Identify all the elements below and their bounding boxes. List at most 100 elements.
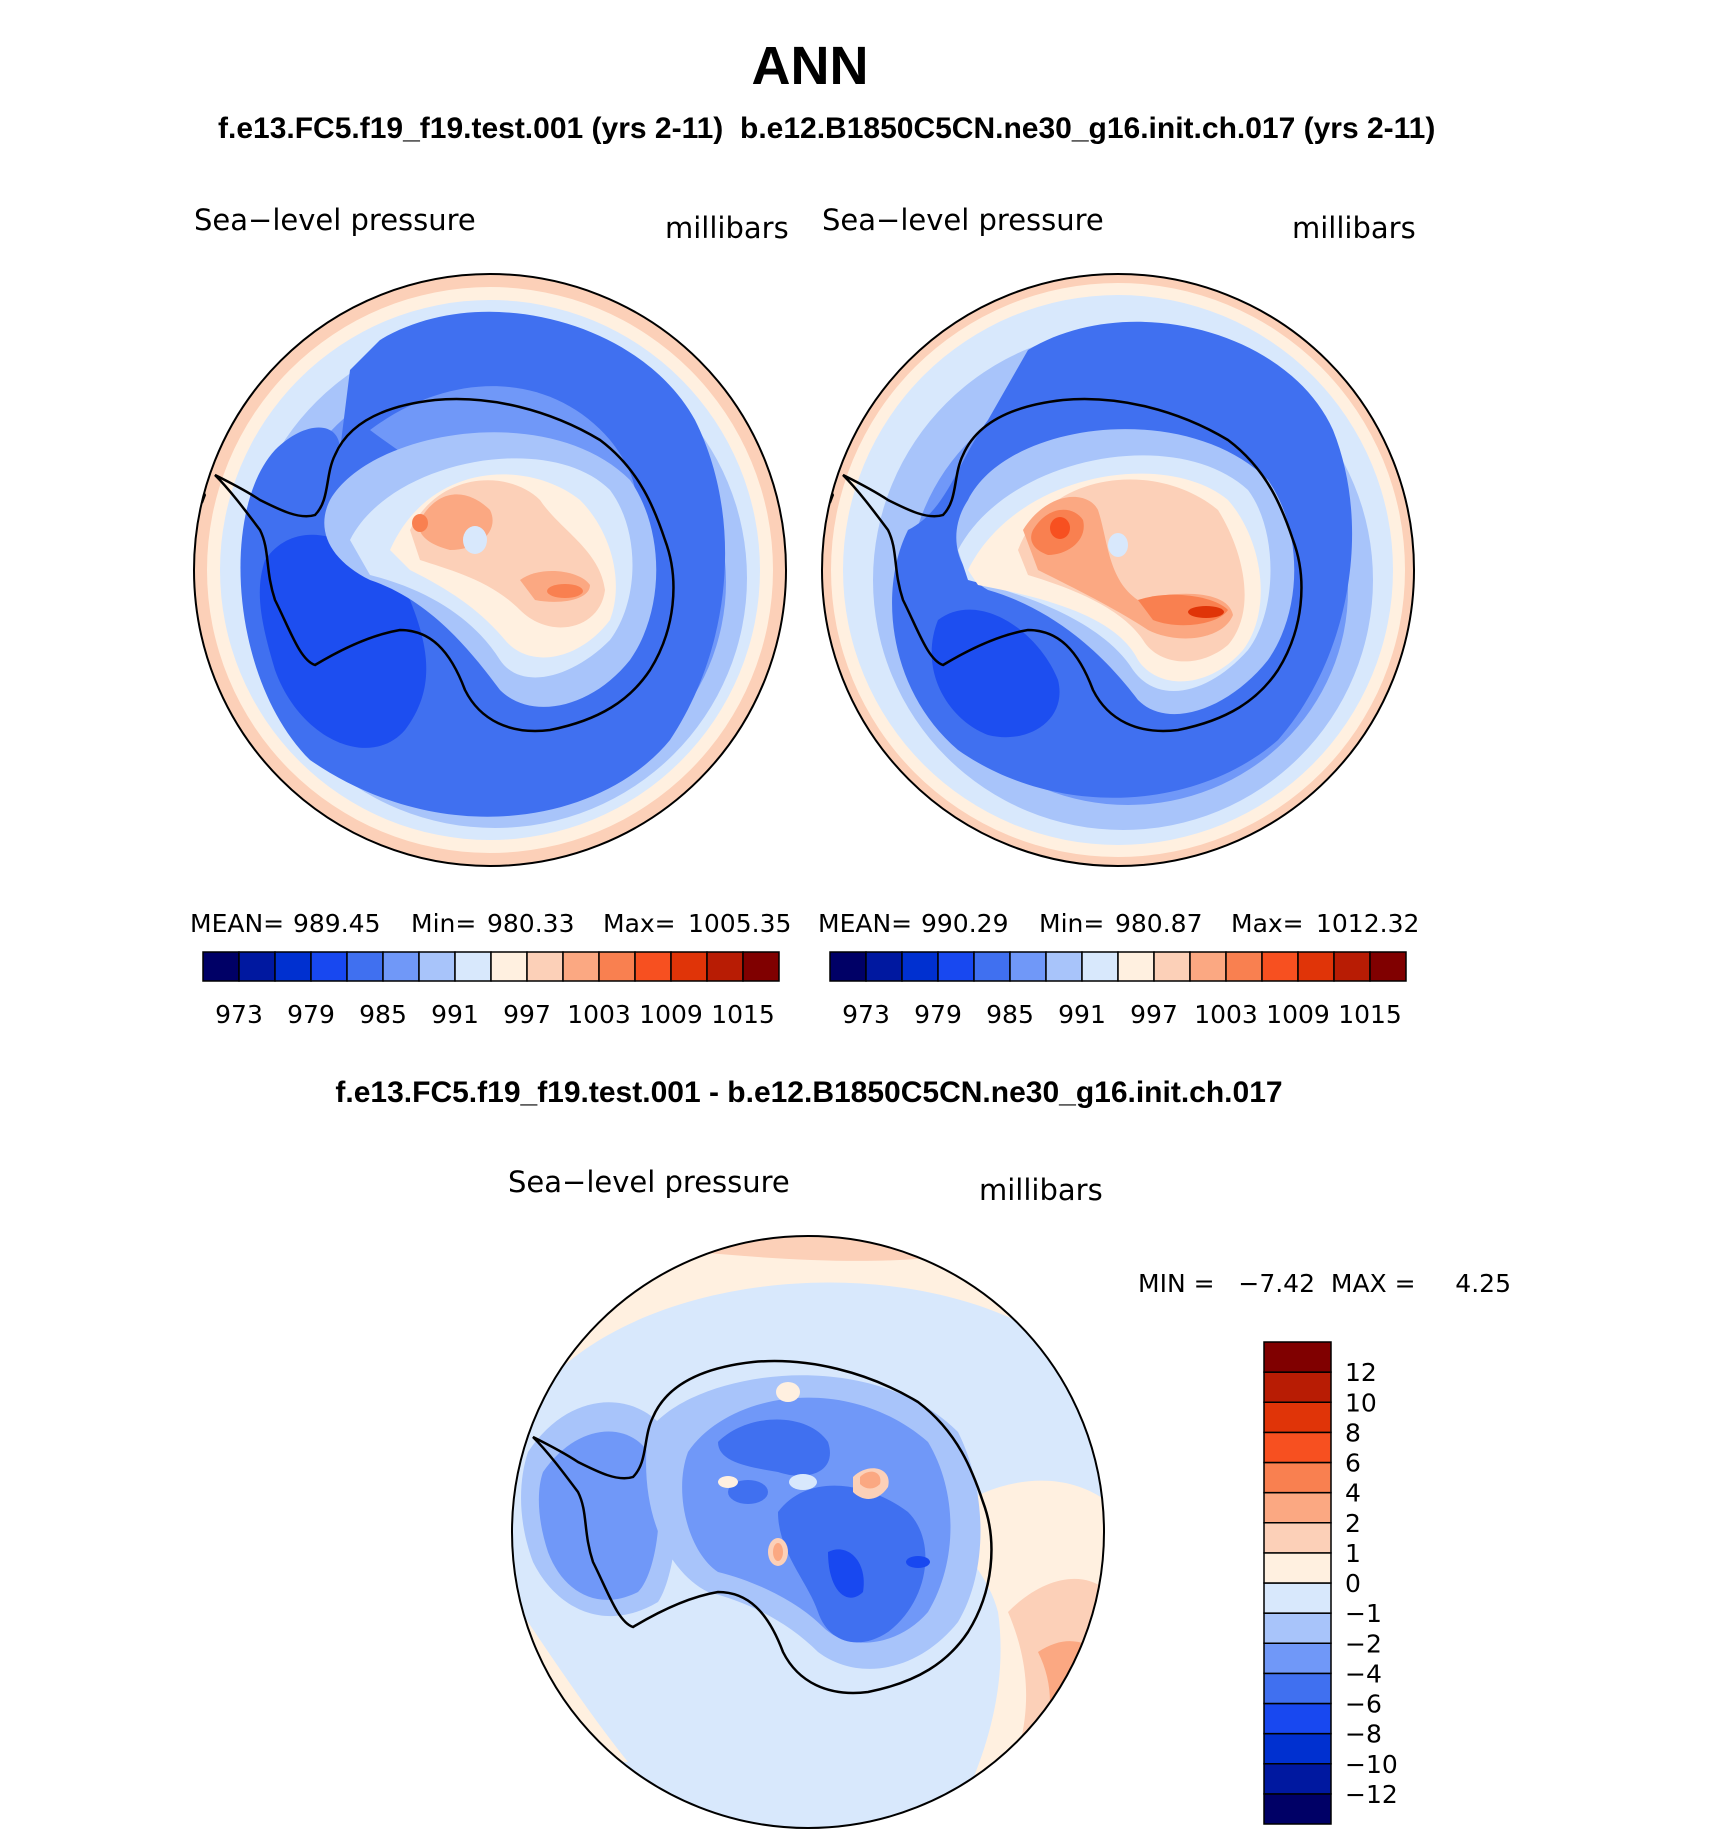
panel-2-map (821, 273, 1415, 867)
colorbar-swatch (598, 951, 636, 982)
colorbar-swatch (901, 951, 939, 982)
colorbar-swatch (418, 951, 456, 982)
colorbar-swatch (1263, 1702, 1332, 1735)
diff-variable-label: Sea−level pressure (508, 1165, 790, 1199)
colorbar-tick-label: 4 (1345, 1479, 1361, 1508)
colorbar-tick-label: 1003 (1194, 1000, 1258, 1029)
colorbar-swatch (937, 951, 975, 982)
colorbar-swatch (310, 951, 348, 982)
panel-2-mean-value: 990.29 (921, 909, 1008, 938)
colorbar-tick-label: 12 (1345, 1358, 1377, 1387)
colorbar-tick-label: 1003 (567, 1000, 631, 1029)
colorbar-tick-label: 979 (287, 1000, 335, 1029)
colorbar-swatch (1263, 1732, 1332, 1765)
panel-1-mean-value: 989.45 (293, 909, 380, 938)
diff-map (511, 1235, 1105, 1829)
colorbar-swatch (670, 951, 708, 982)
colorbar-tick-label: 973 (842, 1000, 890, 1029)
colorbar-tick-label: −12 (1345, 1780, 1398, 1809)
colorbar-swatch (1225, 951, 1263, 982)
colorbar-tick-label: 985 (359, 1000, 407, 1029)
panel-2-min-value: 980.87 (1115, 909, 1202, 938)
colorbar-swatch (1263, 1763, 1332, 1795)
colorbar-swatch (1117, 951, 1155, 982)
panel-1-min-value: 980.33 (487, 909, 574, 938)
case-title-left: f.e13.FC5.f19_f19.test.001 (yrs 2-11) (218, 112, 723, 145)
colorbar-swatch (1333, 951, 1371, 982)
colorbar-swatch (1263, 1522, 1332, 1554)
colorbar-tick-label: 1009 (639, 1000, 703, 1029)
colorbar-tick-label: 997 (503, 1000, 551, 1029)
colorbar-tick-label: −4 (1345, 1659, 1382, 1688)
colorbar-tick-label: −6 (1345, 1690, 1382, 1719)
colorbar-swatch (1263, 1461, 1332, 1494)
panel-1: Sea−level pressure millibars (190, 203, 791, 1029)
colorbar-swatch (1263, 1582, 1332, 1614)
colorbar-tick-label: 1 (1345, 1539, 1361, 1568)
colorbar-swatch (1263, 1431, 1332, 1464)
colorbar-tick-label: 1015 (1338, 1000, 1402, 1029)
panel-2-max-label: Max= (1231, 909, 1304, 938)
colorbar-tick-label: −2 (1345, 1629, 1382, 1658)
panel-1-max-label: Max= (603, 909, 676, 938)
colorbar-tick-label: −10 (1345, 1750, 1398, 1779)
diff-units-label: millibars (979, 1173, 1103, 1207)
colorbar-swatch (1263, 1491, 1332, 1524)
panel-2-max-value: 1012.32 (1316, 909, 1419, 938)
panel-2: Sea−level pressure millibars (818, 203, 1419, 1029)
colorbar-swatch (1045, 951, 1083, 982)
panel-2-min-label: Min= (1039, 909, 1104, 938)
panel-2-variable-label: Sea−level pressure (822, 203, 1104, 237)
colorbar-swatch (1369, 951, 1407, 982)
case-title-right: b.e12.B1850C5CN.ne30_g16.init.ch.017 (yr… (740, 112, 1435, 145)
season-title: ANN (752, 36, 869, 96)
colorbar-swatch (973, 951, 1011, 982)
colorbar-tick-label: 1015 (711, 1000, 775, 1029)
colorbar-swatch (634, 951, 672, 982)
colorbar-tick-label: 8 (1345, 1418, 1361, 1447)
colorbar-tick-label: 991 (431, 1000, 479, 1029)
colorbar-swatch (1263, 1371, 1332, 1403)
diff-panel: f.e13.FC5.f19_f19.test.001 - b.e12.B1850… (335, 1076, 1511, 1829)
panel-1-map (193, 273, 787, 867)
panel-1-units-label: millibars (665, 211, 789, 245)
colorbar-tick-label: 10 (1345, 1388, 1377, 1417)
colorbar-swatch (202, 951, 240, 982)
colorbar-swatch (562, 951, 600, 982)
panel-1-max-value: 1005.35 (688, 909, 791, 938)
colorbar-tick-label: −8 (1345, 1720, 1382, 1749)
colorbar-swatch (1009, 951, 1047, 982)
colorbar-swatch (490, 951, 528, 982)
colorbar-swatch (1263, 1552, 1332, 1584)
panel-1-colorbar: 973 979 985 991 997 1003 1009 1015 (202, 951, 780, 1029)
colorbar-swatch (706, 951, 744, 982)
colorbar-swatch (829, 951, 867, 982)
panel-2-colorbar: 973 979 985 991 997 1003 1009 1015 (829, 951, 1407, 1029)
colorbar-tick-label: 985 (986, 1000, 1034, 1029)
colorbar-tick-label: 0 (1345, 1569, 1361, 1598)
colorbar-swatch (1297, 951, 1335, 982)
colorbar-swatch (1263, 1401, 1332, 1434)
colorbar-swatch (1263, 1672, 1332, 1705)
diff-title: f.e13.FC5.f19_f19.test.001 - b.e12.B1850… (335, 1076, 1282, 1109)
colorbar-swatch (1189, 951, 1227, 982)
colorbar-swatch (1263, 1341, 1332, 1373)
colorbar-tick-label: 979 (914, 1000, 962, 1029)
colorbar-swatch (382, 951, 420, 982)
panel-2-mean-label: MEAN= (818, 909, 912, 938)
colorbar-swatch (1153, 951, 1191, 982)
colorbar-tick-label: 991 (1058, 1000, 1106, 1029)
colorbar-swatch (1081, 951, 1119, 982)
colorbar-swatch (346, 951, 384, 982)
colorbar-swatch (238, 951, 276, 982)
colorbar-tick-label: −1 (1345, 1599, 1382, 1628)
colorbar-swatch (1263, 1612, 1332, 1644)
colorbar-swatch (865, 951, 903, 982)
colorbar-tick-label: 973 (215, 1000, 263, 1029)
colorbar-tick-label: 6 (1345, 1449, 1361, 1478)
colorbar-swatch (454, 951, 492, 982)
colorbar-swatch (1263, 1642, 1332, 1675)
colorbar-tick-label: 997 (1130, 1000, 1178, 1029)
